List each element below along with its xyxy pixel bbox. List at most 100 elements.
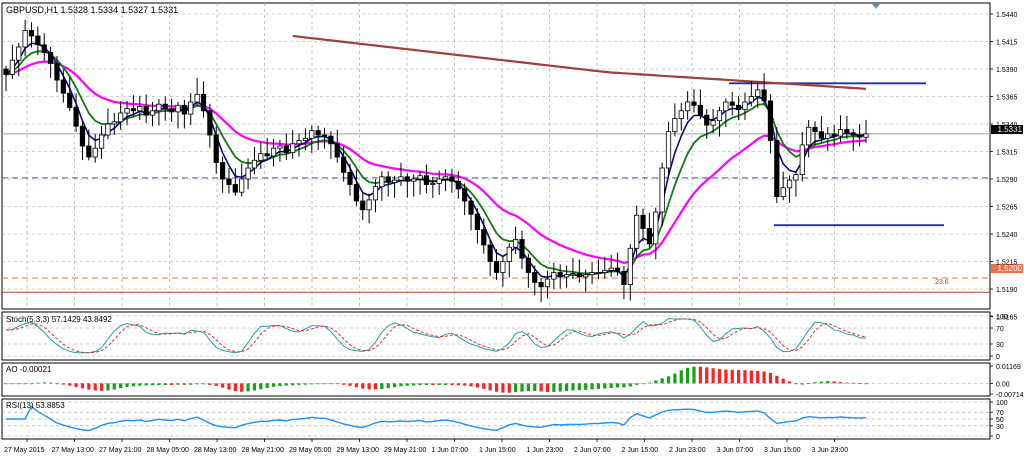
ao-bar xyxy=(654,380,658,384)
rsi-lines xyxy=(6,405,867,432)
candle-body xyxy=(41,44,47,53)
candle-body xyxy=(169,108,175,113)
candle-body xyxy=(780,187,786,198)
candle-body xyxy=(818,131,825,139)
time-axis-label: 2 Jun 07:00 xyxy=(574,447,611,454)
price-levels xyxy=(2,82,990,293)
time-axis-label: 28 May 05:00 xyxy=(147,447,190,454)
ao-bar xyxy=(864,383,868,385)
candle-body xyxy=(347,171,353,185)
ao-bar xyxy=(342,383,346,385)
candle-body xyxy=(704,114,710,126)
ao-bar xyxy=(138,383,142,386)
ao-bar xyxy=(214,383,218,386)
time-axis-label: 1 Jun 15:00 xyxy=(479,447,516,454)
ao-bar xyxy=(399,383,403,387)
candle-body xyxy=(806,126,812,146)
ao-bar xyxy=(475,383,480,388)
candle-body xyxy=(175,104,181,113)
ao-bar xyxy=(488,383,492,391)
ao-bar xyxy=(112,383,116,390)
stochastic-axis-label: 30 xyxy=(996,342,1004,349)
ao-bar xyxy=(125,383,129,388)
candle-body xyxy=(200,93,207,112)
candle-body xyxy=(755,89,761,97)
ao-bar xyxy=(794,383,798,385)
candle-body xyxy=(608,267,614,271)
candle-body xyxy=(251,159,258,169)
stochastic-axis-label: 100 xyxy=(996,314,1008,321)
candle-body xyxy=(385,176,391,183)
ema-magenta-line xyxy=(5,60,867,265)
time-axis-label: 29 May 05:00 xyxy=(289,447,332,454)
ao-bar xyxy=(501,383,505,393)
candle-body xyxy=(793,174,799,181)
ao-bar xyxy=(373,383,378,390)
ao-bar xyxy=(609,383,613,388)
price-axis-label: 1.5340 xyxy=(996,122,1018,129)
ao-bar xyxy=(482,383,486,389)
candle-body xyxy=(264,153,270,157)
price-axis: 1.5331 1.5200 1.5440 1.5415 1.5390 1.5365 1.… xyxy=(990,12,1023,322)
ao-bar xyxy=(246,383,250,392)
ao-bar xyxy=(443,383,448,385)
ao-bar xyxy=(144,383,148,386)
time-axis-label: 1 Jun 23:00 xyxy=(527,447,564,454)
ao-bar xyxy=(813,382,817,384)
candle-body xyxy=(729,101,735,106)
candle-body xyxy=(239,178,245,193)
ao-bar xyxy=(412,383,416,386)
ao-bar xyxy=(386,383,390,389)
ao-bar xyxy=(558,383,562,392)
level-price-box xyxy=(991,264,1023,273)
ao-bar xyxy=(55,383,59,385)
candle-body xyxy=(188,101,194,115)
candle-body xyxy=(742,101,748,111)
candle-body xyxy=(774,140,780,197)
candle-body xyxy=(449,176,455,182)
ao-bar xyxy=(284,383,288,386)
candle-body xyxy=(462,188,468,202)
candle-body xyxy=(538,281,544,288)
ao-title: AO -0.00021 xyxy=(6,365,52,374)
candle-body xyxy=(716,110,723,122)
candle-body xyxy=(207,110,213,136)
candle-body xyxy=(812,126,818,133)
candle-body xyxy=(226,178,232,185)
ao-bar xyxy=(189,383,193,385)
candle-body xyxy=(589,272,595,276)
stochastic-lines xyxy=(5,318,867,354)
chart-shift-marker-icon[interactable] xyxy=(872,4,880,9)
candle-body xyxy=(665,131,672,169)
ao-bar xyxy=(749,370,753,384)
ao-bar xyxy=(392,383,397,388)
time-axis-label: 27 May 21:00 xyxy=(99,447,142,454)
ao-bar xyxy=(252,383,257,391)
ao-bar xyxy=(259,383,263,390)
ao-bar xyxy=(622,383,626,388)
candle-body xyxy=(219,162,226,180)
ao-bar xyxy=(42,382,46,384)
ao-bar xyxy=(787,381,792,384)
candle-body xyxy=(857,134,863,138)
candle-body xyxy=(137,106,143,112)
ao-bar xyxy=(800,383,804,385)
candle-body xyxy=(328,135,334,145)
ao-bar xyxy=(775,375,779,384)
candle-body xyxy=(296,140,302,145)
candle-body xyxy=(710,120,716,126)
ao-bar xyxy=(781,378,785,384)
price-axis-label: 1.5215 xyxy=(996,260,1018,267)
price-axis-label: 1.5290 xyxy=(996,177,1018,184)
ao-bar xyxy=(36,382,40,384)
candle-body xyxy=(334,143,340,158)
candle-body xyxy=(493,261,500,273)
time-axis-label: 29 May 21:00 xyxy=(384,447,427,454)
current-price-label: 1.5331 xyxy=(998,125,1023,134)
price-axis-label: 1.5190 xyxy=(996,287,1018,294)
ao-bar xyxy=(724,369,728,384)
candle-body xyxy=(653,211,659,245)
candle-body xyxy=(79,125,86,147)
